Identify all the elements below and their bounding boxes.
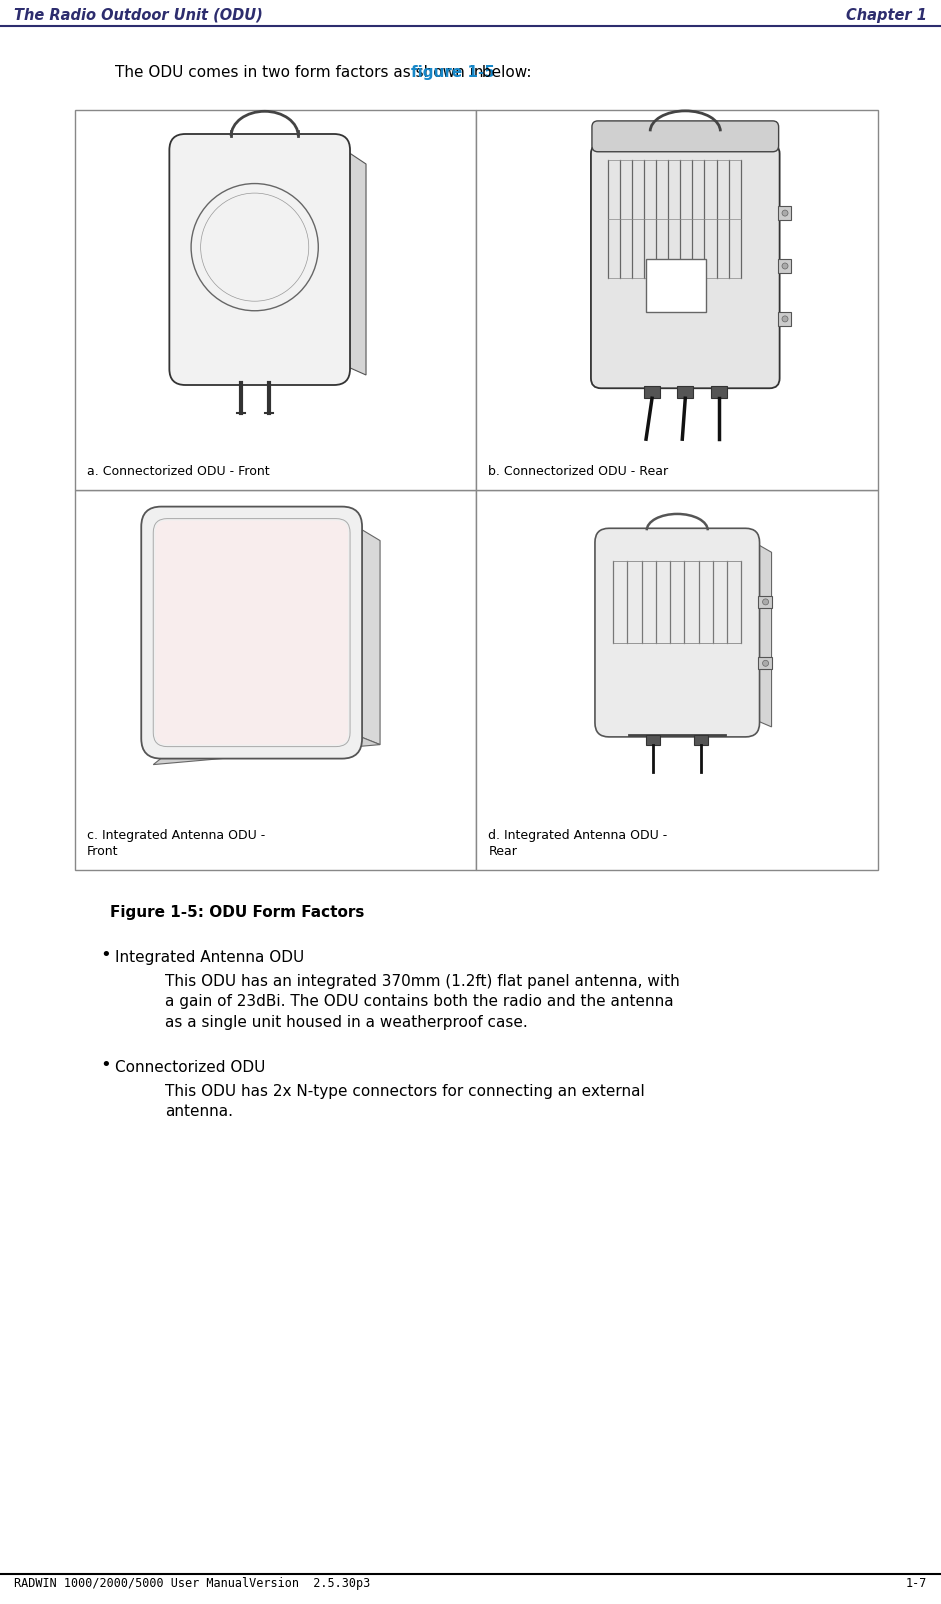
Bar [710, 387, 726, 398]
Bar [75, 489, 476, 869]
Bar [694, 735, 709, 744]
Text: d. Integrated Antenna ODU -
Rear: d. Integrated Antenna ODU - Rear [488, 829, 668, 858]
Text: The Radio Outdoor Unit (ODU): The Radio Outdoor Unit (ODU) [14, 8, 263, 22]
Bar [678, 387, 694, 398]
Text: Integrated Antenna ODU: Integrated Antenna ODU [115, 950, 304, 966]
Text: b. Connectorized ODU - Rear: b. Connectorized ODU - Rear [488, 465, 669, 478]
Text: •: • [100, 1055, 111, 1075]
Bar [777, 258, 790, 273]
Bar [758, 658, 772, 669]
Bar [646, 258, 706, 311]
Text: 1-7: 1-7 [905, 1577, 927, 1590]
FancyBboxPatch shape [595, 528, 759, 736]
Bar [476, 489, 878, 869]
Text: a. Connectorized ODU - Front: a. Connectorized ODU - Front [87, 465, 270, 478]
Circle shape [762, 661, 769, 666]
Bar [476, 111, 878, 489]
Text: figure 1-5: figure 1-5 [411, 66, 495, 80]
FancyBboxPatch shape [141, 507, 362, 759]
Bar [758, 597, 772, 608]
Text: This ODU has 2x N-type connectors for connecting an external
antenna.: This ODU has 2x N-type connectors for co… [165, 1084, 645, 1120]
FancyBboxPatch shape [169, 135, 350, 385]
Text: Chapter 1: Chapter 1 [846, 8, 927, 22]
Polygon shape [153, 736, 380, 765]
Text: below:: below: [477, 66, 532, 80]
FancyBboxPatch shape [591, 144, 780, 388]
Bar [777, 311, 790, 326]
Bar [646, 735, 661, 744]
Circle shape [782, 263, 788, 269]
Text: c. Integrated Antenna ODU -
Front: c. Integrated Antenna ODU - Front [87, 829, 265, 858]
Polygon shape [348, 152, 366, 375]
Bar [777, 205, 790, 220]
Polygon shape [360, 529, 380, 744]
Bar [644, 387, 660, 398]
Text: RADWIN 1000/2000/5000 User ManualVersion  2.5.30p3: RADWIN 1000/2000/5000 User ManualVersion… [14, 1577, 370, 1590]
FancyBboxPatch shape [592, 120, 778, 152]
Text: Figure 1-5: ODU Form Factors: Figure 1-5: ODU Form Factors [110, 905, 364, 921]
Bar [75, 111, 476, 489]
Circle shape [762, 598, 769, 605]
Text: This ODU has an integrated 370mm (1.2ft) flat panel antenna, with
a gain of 23dB: This ODU has an integrated 370mm (1.2ft)… [165, 974, 679, 1030]
Circle shape [782, 316, 788, 322]
Text: The ODU comes in two form factors as shown in: The ODU comes in two form factors as sho… [115, 66, 488, 80]
FancyBboxPatch shape [155, 521, 348, 744]
Circle shape [782, 210, 788, 217]
Polygon shape [758, 544, 772, 727]
Text: •: • [100, 946, 111, 964]
Text: Connectorized ODU: Connectorized ODU [115, 1060, 265, 1075]
